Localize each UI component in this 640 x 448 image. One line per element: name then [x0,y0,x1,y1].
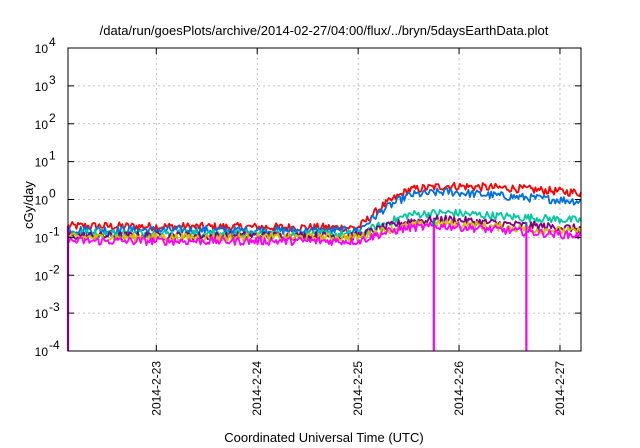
y-tick-exponent: 1 [49,149,56,163]
y-tick-label: 10 [35,345,49,359]
y-tick-label: 10 [35,156,49,170]
y-tick-exponent: 2 [49,111,56,125]
y-tick-label: 10 [35,80,49,94]
y-tick-label: 10 [35,231,49,245]
y-tick-exponent: 0 [49,187,56,201]
series-line [67,221,582,247]
x-tick-label: 2014-2-23 [149,361,163,416]
y-tick-exponent: 4 [49,35,56,49]
y-tick-label: 10 [35,118,49,132]
x-tick-label: 2014-2-24 [250,361,264,416]
y-tick-label: 10 [35,269,49,283]
y-tick-exponent: 3 [49,73,56,87]
y-axis-label: cGy/day [21,181,36,229]
chart-title: /data/run/goesPlots/archive/2014-02-27/0… [100,23,549,38]
x-tick-label: 2014-2-25 [351,361,365,416]
y-tick-label: 10 [35,194,49,208]
series-layer [66,181,582,351]
x-tick-label: 2014-2-27 [553,361,567,416]
x-tick-label: 2014-2-26 [452,361,466,416]
x-ticks: 2014-2-23 2014-2-24 2014-2-25 2014-2-26 2014… [149,48,567,416]
grid [68,48,581,351]
y-tick-label: 10 [35,307,49,321]
y-tick-exponent: -4 [49,338,60,352]
y-tick-exponent: -3 [49,300,60,314]
y-tick-label: 10 [35,42,49,56]
y-tick-exponent: -1 [49,224,60,238]
x-axis-label: Coordinated Universal Time (UTC) [224,430,423,445]
y-tick-exponent: -2 [49,262,60,276]
